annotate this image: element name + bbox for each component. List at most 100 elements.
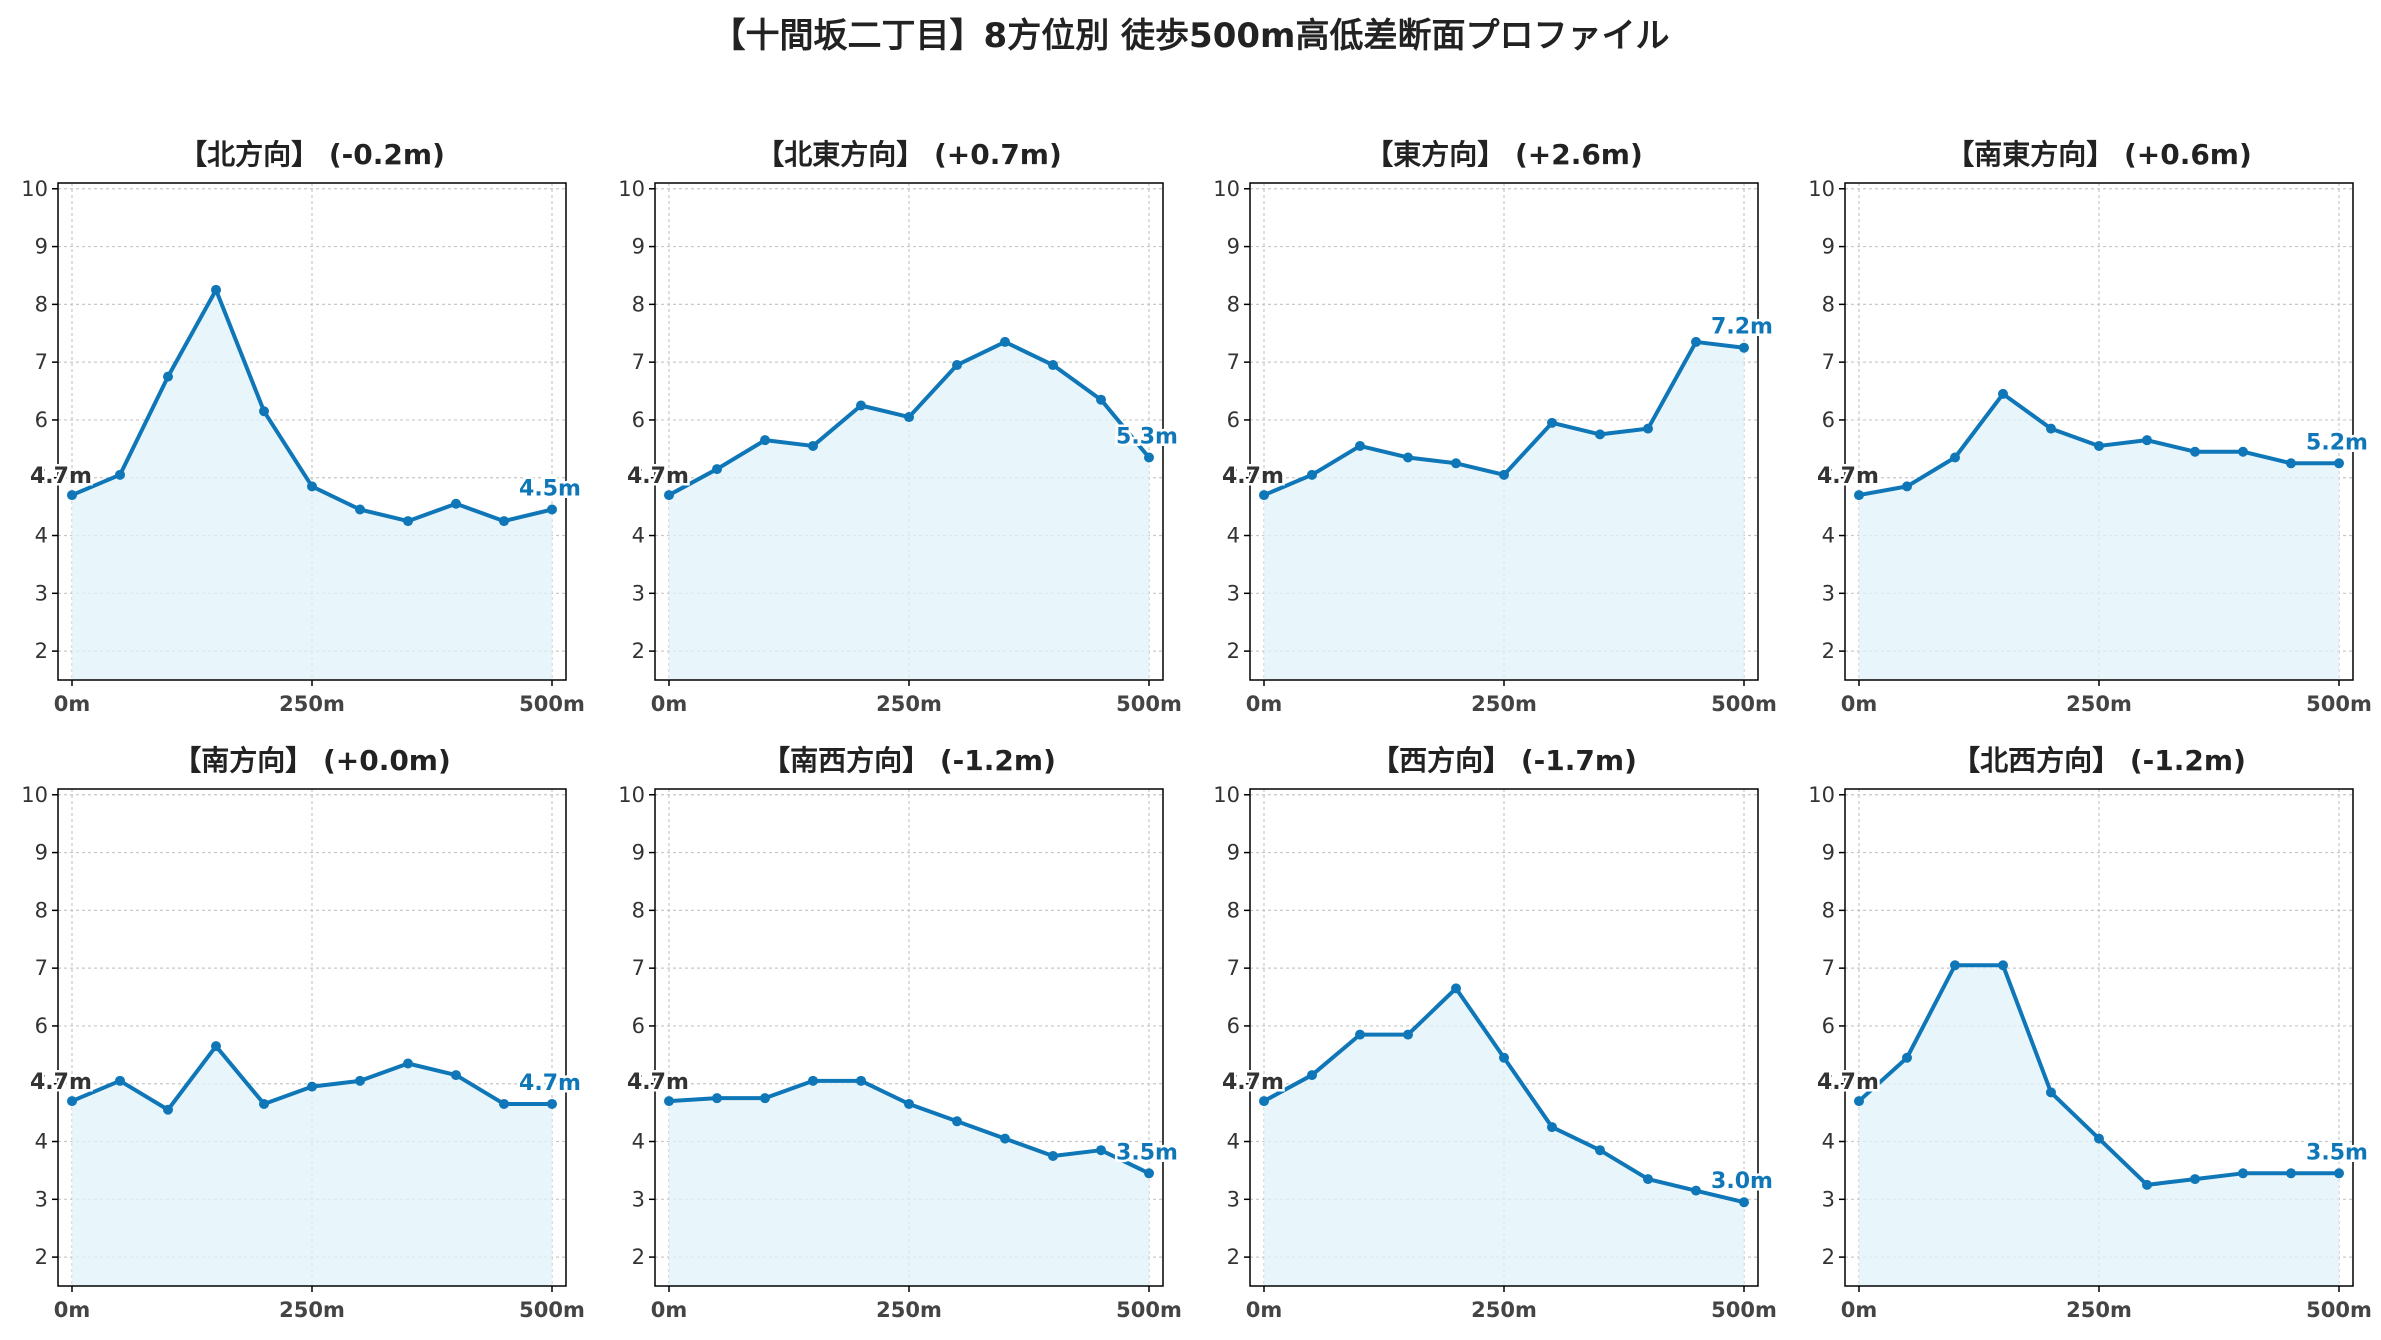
data-point: [259, 406, 269, 417]
end-value-label: 3.5m: [1116, 1140, 1178, 1165]
ytick-label: 10: [1808, 783, 1835, 807]
data-point: [1259, 490, 1269, 501]
ytick-label: 8: [35, 292, 48, 316]
data-point: [760, 1093, 770, 1104]
ytick-label: 10: [618, 783, 645, 807]
start-value-label: 4.7m: [1222, 1070, 1284, 1095]
data-point: [1000, 1133, 1010, 1144]
data-point: [2046, 423, 2056, 434]
ytick-label: 7: [1227, 350, 1240, 374]
ytick-label: 4: [1822, 1130, 1835, 1154]
data-point: [1048, 360, 1058, 371]
ytick-label: 9: [35, 841, 48, 865]
data-point: [1998, 388, 2008, 399]
data-point: [2334, 1168, 2344, 1179]
elevation-area: [669, 341, 1149, 680]
ytick-label: 9: [632, 841, 645, 865]
ytick-label: 5: [1227, 1072, 1240, 1096]
data-point: [1998, 960, 2008, 971]
ytick-label: 7: [632, 956, 645, 980]
data-point: [2094, 1133, 2104, 1144]
subplot-title: 【北方向】 (-0.2m): [179, 138, 445, 171]
data-point: [1691, 336, 1701, 347]
data-point: [904, 412, 914, 423]
ytick-label: 8: [35, 898, 48, 922]
chart-panel: 2 3 4 5 6 7 8 9 10 0m 250m 500m 【北方向】 (-0.2m) 4.7m 4.5…: [21, 138, 585, 716]
data-point: [211, 1041, 221, 1052]
ytick-label: 6: [1822, 1014, 1835, 1038]
xtick-label: 500m: [519, 692, 585, 716]
data-point: [1307, 1070, 1317, 1081]
data-point: [2142, 435, 2152, 446]
chart-panel: 2 3 4 5 6 7 8 9 10 0m 250m 500m 【南東方向】 (+0.6m) 4.7m 5.…: [1808, 138, 2372, 716]
data-point: [451, 1070, 461, 1081]
data-point: [1854, 490, 1864, 501]
ytick-label: 10: [618, 177, 645, 201]
data-point: [952, 1116, 962, 1127]
data-point: [1048, 1150, 1058, 1161]
ytick-label: 7: [1822, 350, 1835, 374]
ytick-label: 7: [632, 350, 645, 374]
end-value-label: 5.2m: [2306, 430, 2368, 455]
xtick-label: 250m: [279, 1298, 345, 1322]
ytick-label: 2: [1227, 639, 1240, 663]
ytick-label: 6: [35, 1014, 48, 1038]
ytick-label: 2: [632, 1245, 645, 1269]
data-point: [307, 1081, 317, 1092]
end-value-label: 4.5m: [519, 477, 581, 502]
data-point: [1739, 342, 1749, 353]
ytick-label: 10: [1213, 783, 1240, 807]
xtick-label: 0m: [1246, 692, 1283, 716]
ytick-label: 3: [1227, 1187, 1240, 1211]
elevation-area: [1264, 341, 1744, 680]
start-value-label: 4.7m: [1817, 464, 1879, 489]
data-point: [1547, 1122, 1557, 1133]
data-point: [1451, 983, 1461, 994]
chart-panel: 2 3 4 5 6 7 8 9 10 0m 250m 500m 【南西方向】 (-1.2m) 4.7m 3.…: [618, 744, 1182, 1322]
start-value-label: 4.7m: [30, 464, 92, 489]
ytick-label: 3: [35, 581, 48, 605]
start-value-label: 4.7m: [30, 1070, 92, 1095]
xtick-label: 0m: [1246, 1298, 1283, 1322]
xtick-label: 0m: [1841, 1298, 1878, 1322]
data-point: [2142, 1179, 2152, 1190]
end-value-label: 7.2m: [1711, 315, 1773, 340]
data-point: [1000, 336, 1010, 347]
ytick-label: 3: [35, 1187, 48, 1211]
data-point: [1355, 440, 1365, 451]
data-point: [1854, 1096, 1864, 1107]
ytick-label: 4: [1822, 524, 1835, 548]
xtick-label: 500m: [1711, 1298, 1777, 1322]
data-point: [1950, 960, 1960, 971]
data-point: [403, 516, 413, 527]
end-value-label: 3.5m: [2306, 1140, 2368, 1165]
ytick-label: 10: [21, 783, 48, 807]
ytick-label: 10: [21, 177, 48, 201]
xtick-label: 250m: [876, 1298, 942, 1322]
data-point: [67, 1096, 77, 1107]
data-point: [499, 516, 509, 527]
xtick-label: 250m: [279, 692, 345, 716]
ytick-label: 2: [1227, 1245, 1240, 1269]
ytick-label: 9: [1227, 841, 1240, 865]
data-point: [1902, 1052, 1912, 1063]
data-point: [1451, 458, 1461, 469]
subplot-title: 【東方向】 (+2.6m): [1365, 138, 1643, 171]
data-point: [355, 1075, 365, 1086]
ytick-label: 9: [1822, 235, 1835, 259]
elevation-area: [1859, 393, 2339, 680]
data-point: [760, 435, 770, 446]
ytick-label: 5: [1822, 1072, 1835, 1096]
ytick-label: 3: [632, 1187, 645, 1211]
chart-panel: 2 3 4 5 6 7 8 9 10 0m 250m 500m 【西方向】 (-1.7m) 4.7m 3.0…: [1213, 744, 1777, 1322]
ytick-label: 7: [1227, 956, 1240, 980]
xtick-label: 0m: [1841, 692, 1878, 716]
xtick-label: 250m: [2066, 1298, 2132, 1322]
data-point: [1307, 469, 1317, 480]
chart-panel: 2 3 4 5 6 7 8 9 10 0m 250m 500m 【南方向】 (+0.0m) 4.7m 4.7…: [21, 744, 585, 1322]
end-value-label: 5.3m: [1116, 425, 1178, 450]
data-point: [1144, 1168, 1154, 1179]
data-point: [952, 360, 962, 371]
ytick-label: 2: [1822, 639, 1835, 663]
